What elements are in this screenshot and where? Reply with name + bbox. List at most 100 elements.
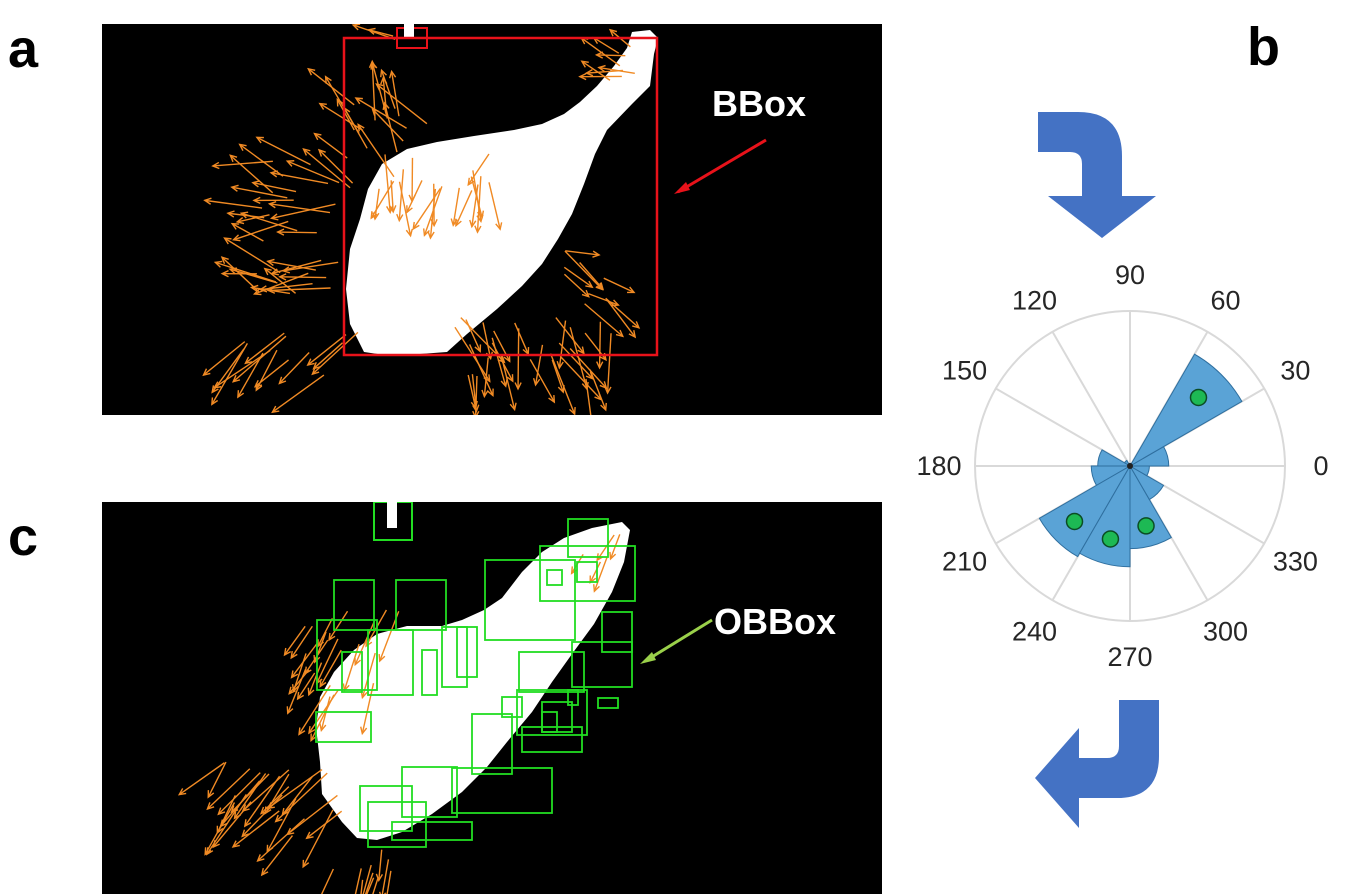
polar-spoke: [1051, 331, 1131, 467]
gradient-arrowhead: [204, 847, 212, 856]
gradient-arrowhead: [288, 686, 296, 695]
gradient-arrow: [316, 638, 339, 684]
gradient-arrow: [244, 775, 281, 827]
gradient-arrow: [211, 343, 248, 405]
gradient-arrowhead: [212, 381, 222, 389]
oriented-box: [471, 713, 513, 775]
gradient-arrow: [398, 181, 412, 236]
gradient-arrow: [598, 321, 602, 368]
gradient-arrow: [589, 369, 607, 411]
gradient-arrowhead: [213, 260, 223, 268]
gradient-arrow: [283, 625, 306, 656]
oriented-box: [315, 711, 372, 743]
gradient-arrowhead: [389, 205, 397, 214]
gradient-arrow: [319, 649, 342, 687]
gradient-arrow: [229, 154, 274, 194]
gradient-arrow: [270, 172, 329, 185]
gradient-arrowhead: [228, 267, 238, 275]
gradient-arrow: [467, 153, 490, 186]
gradient-arrow: [514, 322, 529, 355]
gradient-arrow: [371, 62, 389, 119]
gradient-arrowhead: [266, 258, 275, 266]
gradient-arrowhead: [632, 321, 641, 329]
gradient-arrow: [386, 870, 392, 894]
gradient-arrow: [374, 188, 380, 220]
oriented-boxes: [315, 518, 636, 848]
gradient-arrowhead: [296, 691, 305, 701]
gradient-arrow: [254, 272, 309, 295]
gradient-arrow: [275, 772, 328, 823]
gradient-arrow: [588, 292, 619, 306]
gradient-arrow: [366, 877, 375, 894]
gradient-arrowhead: [450, 218, 458, 227]
gradient-arrowhead: [226, 210, 235, 218]
gradient-arrowhead: [216, 825, 224, 835]
gradient-arrow: [215, 261, 277, 283]
histogram-bar: [1128, 353, 1243, 468]
gradient-arrow: [579, 262, 604, 290]
gradient-arrow: [232, 810, 280, 848]
gradient-arrowhead: [266, 286, 276, 294]
gradient-arrowhead: [307, 67, 316, 76]
oriented-box: [541, 711, 558, 733]
gradient-arrow: [237, 214, 270, 223]
gradient-arrow: [355, 97, 407, 129]
gradient-arrow: [320, 868, 335, 894]
oriented-box: [456, 626, 478, 678]
gradient-arrow: [245, 332, 285, 364]
gradient-arrowhead: [304, 666, 312, 675]
bounding-box: [342, 36, 659, 357]
gradient-arrow: [559, 355, 602, 401]
gradient-arrowhead: [408, 194, 416, 203]
gradient-arrowhead: [278, 376, 287, 385]
gradient-arrowhead: [548, 395, 556, 404]
gradient-arrow: [221, 256, 260, 293]
gradient-arrow: [264, 773, 290, 814]
gradient-arrow: [483, 357, 489, 397]
histogram-bar: [1038, 464, 1132, 558]
gradient-arrowhead: [202, 368, 211, 377]
curved-arrow-down-icon: [1038, 112, 1156, 238]
gradient-arrowhead: [372, 212, 380, 221]
gradient-arrow: [233, 220, 289, 241]
gradient-arrow: [204, 199, 263, 209]
oriented-box: [484, 559, 576, 641]
gradient-arrowhead: [600, 402, 607, 412]
gradient-arrow: [467, 374, 477, 408]
gradient-arrow: [271, 374, 325, 413]
gradient-arrowhead: [405, 228, 413, 238]
angle-tick-label: 270: [1107, 642, 1152, 672]
gradient-arrowhead: [328, 632, 336, 642]
gradient-arrow: [361, 683, 375, 734]
bbox-illustration: [202, 24, 767, 415]
gradient-arrowhead: [596, 361, 604, 370]
gradient-arrow: [281, 775, 314, 816]
gradient-arrowhead: [354, 97, 363, 105]
gradient-arrowhead: [615, 329, 625, 338]
gradient-arrowhead: [313, 655, 321, 664]
gradient-arrow: [230, 773, 270, 813]
gradient-arrow: [500, 355, 516, 410]
gradient-arrowhead: [578, 72, 587, 81]
panel-c-image: OBBox: [102, 502, 882, 894]
angle-tick-labels: 0 30 60 90 120 150 180 210 240 270 300 330: [916, 260, 1328, 672]
gradient-arrowhead: [260, 867, 269, 877]
gradient-arrowhead: [211, 161, 220, 170]
obbox-pointer-arrow: [646, 618, 713, 662]
gradient-arrowhead: [585, 371, 594, 380]
gradient-arrow: [390, 180, 394, 212]
gradient-arrow: [268, 287, 331, 292]
gradient-arrowhead: [412, 221, 420, 231]
gradient-arrow: [563, 273, 590, 298]
gradient-arrowhead: [487, 388, 494, 398]
gradient-arrow: [310, 694, 335, 741]
gradient-arrowhead: [310, 733, 318, 742]
gradient-arrowhead: [267, 201, 277, 209]
gradient-arrow: [283, 261, 339, 272]
gradient-arrowhead: [474, 344, 482, 353]
gradient-arrow: [306, 810, 343, 839]
gradient-arrowhead: [427, 231, 435, 240]
gradient-arrowhead: [380, 68, 387, 78]
peak-marker: [1189, 388, 1208, 407]
gradient-arrow: [376, 83, 428, 125]
